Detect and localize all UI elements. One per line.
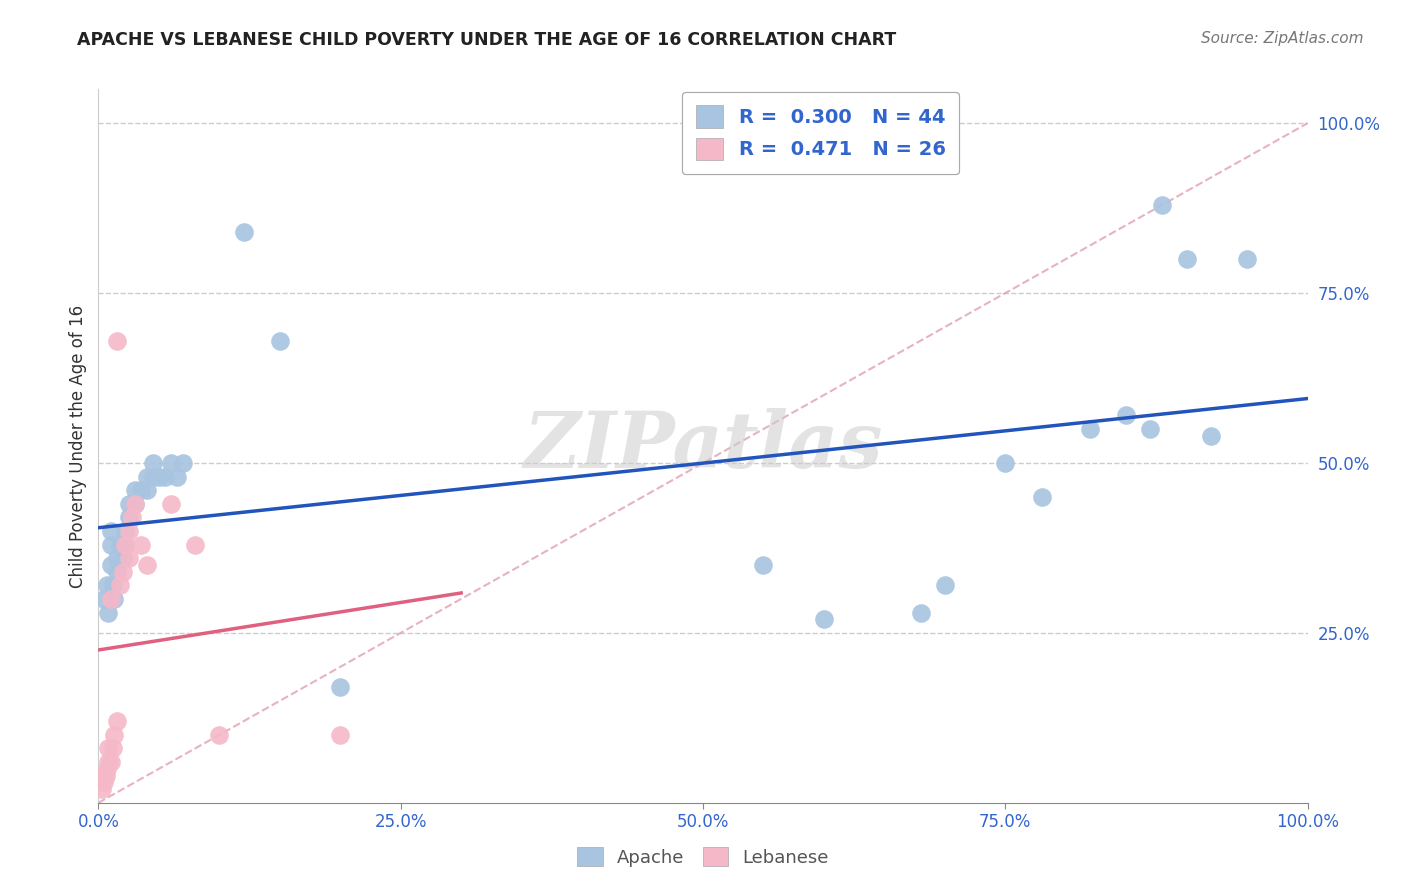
Point: [124, 483, 146, 498]
Point: [135, 483, 157, 498]
Text: APACHE VS LEBANESE CHILD POVERTY UNDER THE AGE OF 16 CORRELATION CHART: APACHE VS LEBANESE CHILD POVERTY UNDER T…: [77, 31, 897, 49]
Point: [1115, 409, 1137, 423]
Point: [994, 456, 1017, 470]
Point: [91, 782, 114, 797]
Point: [111, 551, 134, 566]
Point: [329, 728, 352, 742]
Point: [269, 334, 291, 348]
Point: [93, 591, 115, 606]
Point: [172, 456, 194, 470]
Point: [1199, 429, 1222, 443]
Point: [208, 728, 231, 742]
Point: [329, 680, 352, 694]
Point: [114, 537, 136, 551]
Point: [142, 456, 165, 470]
Text: ZIPatlas: ZIPatlas: [523, 408, 883, 484]
Point: [105, 565, 128, 579]
Legend: Apache, Lebanese: Apache, Lebanese: [571, 840, 835, 874]
Point: [1078, 422, 1101, 436]
Point: [105, 551, 128, 566]
Point: [153, 469, 176, 483]
Point: [93, 769, 115, 783]
Point: [121, 510, 143, 524]
Point: [108, 578, 131, 592]
Point: [166, 469, 188, 483]
Point: [135, 558, 157, 572]
Point: [96, 762, 118, 776]
Point: [97, 741, 120, 756]
Point: [1031, 490, 1053, 504]
Point: [93, 775, 115, 789]
Point: [160, 497, 183, 511]
Point: [232, 225, 254, 239]
Point: [1236, 252, 1258, 266]
Point: [100, 755, 122, 769]
Point: [96, 578, 118, 592]
Legend: R =  0.300   N = 44, R =  0.471   N = 26: R = 0.300 N = 44, R = 0.471 N = 26: [682, 92, 959, 174]
Point: [124, 497, 146, 511]
Point: [148, 469, 170, 483]
Point: [111, 565, 134, 579]
Point: [94, 769, 117, 783]
Point: [813, 612, 835, 626]
Text: Source: ZipAtlas.com: Source: ZipAtlas.com: [1201, 31, 1364, 46]
Point: [129, 537, 152, 551]
Point: [101, 741, 124, 756]
Point: [910, 606, 932, 620]
Point: [114, 537, 136, 551]
Point: [752, 558, 775, 572]
Point: [97, 606, 120, 620]
Point: [100, 591, 122, 606]
Point: [118, 551, 141, 566]
Point: [101, 578, 124, 592]
Point: [103, 591, 125, 606]
Point: [1139, 422, 1161, 436]
Point: [1152, 198, 1174, 212]
Point: [118, 510, 141, 524]
Point: [124, 497, 146, 511]
Point: [114, 524, 136, 538]
Point: [142, 469, 165, 483]
Point: [100, 537, 122, 551]
Point: [160, 456, 183, 470]
Point: [129, 483, 152, 498]
Y-axis label: Child Poverty Under the Age of 16: Child Poverty Under the Age of 16: [69, 304, 87, 588]
Point: [105, 714, 128, 729]
Point: [184, 537, 207, 551]
Point: [108, 537, 131, 551]
Point: [97, 755, 120, 769]
Point: [934, 578, 956, 592]
Point: [103, 728, 125, 742]
Point: [135, 469, 157, 483]
Point: [118, 524, 141, 538]
Point: [100, 524, 122, 538]
Point: [1175, 252, 1198, 266]
Point: [105, 334, 128, 348]
Point: [100, 558, 122, 572]
Point: [118, 497, 141, 511]
